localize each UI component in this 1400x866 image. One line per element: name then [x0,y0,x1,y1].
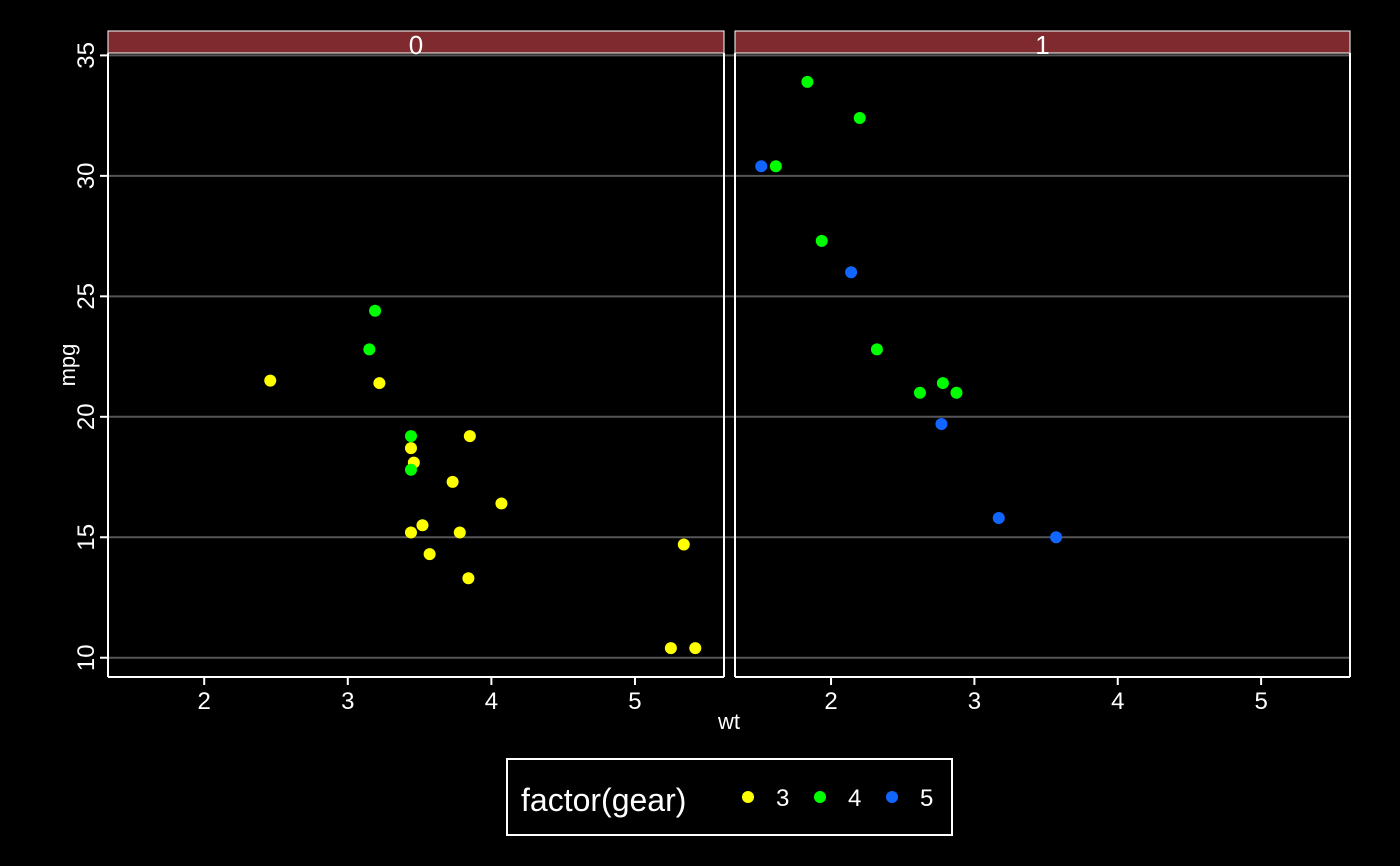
strip-label-1: 1 [1035,30,1049,60]
point-gear-3-panel-0-13 [462,572,475,585]
point-gear-3-panel-0-6 [446,475,459,488]
point-gear-3-panel-0-1 [373,377,386,390]
x-tick-label-1-3: 3 [968,688,981,715]
x-tick-label-0-5: 5 [628,688,641,715]
point-gear-5-panel-1-3 [935,418,948,431]
legend-key-4 [814,791,826,803]
point-gear-3-panel-0-4 [423,548,436,561]
x-tick-label-0-4: 4 [485,688,498,715]
legend-title: factor(gear) [521,782,686,818]
point-gear-4-panel-1-4 [769,160,782,173]
legend-key-3 [742,791,754,803]
point-gear-4-panel-1-6 [815,234,828,247]
axes: 2 3 4 5 2 3 4 5 10 15 20 25 30 35 [73,42,1350,715]
x-tick-label-1-2: 2 [824,688,837,715]
strip-panel-0 [107,30,725,54]
point-gear-3-panel-0-14 [463,430,476,443]
legend: factor(gear) 3 4 5 [506,758,953,836]
point-gear-3-panel-0-8 [664,642,677,655]
legend-box [506,758,953,836]
point-gear-4-panel-0-1 [363,343,376,356]
point-gear-4-panel-0-0 [369,304,382,317]
point-gear-3-panel-0-5 [495,497,508,510]
point-gear-4-panel-1-5 [801,75,814,88]
point-gear-5-panel-1-2 [992,511,1005,524]
point-gear-5-panel-1-4 [1050,531,1063,544]
point-gear-4-panel-0-2 [404,430,417,443]
x-tick-label-0-2: 2 [198,688,211,715]
point-gear-4-panel-0-3 [404,463,417,476]
point-gear-5-panel-1-1 [755,160,768,173]
point-gear-4-panel-1-0 [913,386,926,399]
strip-panel-1 [734,30,1351,54]
point-gear-4-panel-1-7 [936,377,949,390]
y-tick-label-10: 10 [73,644,100,671]
gridlines [108,54,1350,659]
point-gear-3-panel-0-7 [453,526,466,539]
point-gear-4-panel-1-3 [853,112,866,125]
y-axis-title: mpg [55,344,80,387]
data-points [264,75,1063,655]
x-tick-label-0-3: 3 [341,688,354,715]
legend-label-3: 3 [776,785,789,812]
legend-label-5: 5 [920,785,933,812]
point-gear-5-panel-1-0 [845,266,858,279]
point-gear-4-panel-1-1 [950,386,963,399]
x-tick-label-1-4: 4 [1111,688,1124,715]
x-tick-label-1-5: 5 [1254,688,1267,715]
point-gear-3-panel-0-10 [677,538,690,551]
point-gear-3-panel-0-11 [416,519,429,532]
point-gear-4-panel-1-2 [870,343,883,356]
strip-label-0: 0 [409,30,423,60]
y-tick-label-35: 35 [73,42,100,69]
legend-label-4: 4 [848,785,861,812]
point-gear-3-panel-0-12 [404,526,417,539]
point-gear-3-panel-0-9 [689,642,702,655]
legend-key-5 [886,791,898,803]
y-tick-label-20: 20 [73,403,100,430]
y-tick-label-25: 25 [73,283,100,310]
y-tick-label-30: 30 [73,163,100,190]
point-gear-3-panel-0-0 [264,374,277,387]
y-tick-label-15: 15 [73,524,100,551]
legend-entries: 3 4 5 [742,785,933,812]
point-gear-3-panel-0-2 [404,442,417,455]
x-axis-title: wt [717,709,740,734]
